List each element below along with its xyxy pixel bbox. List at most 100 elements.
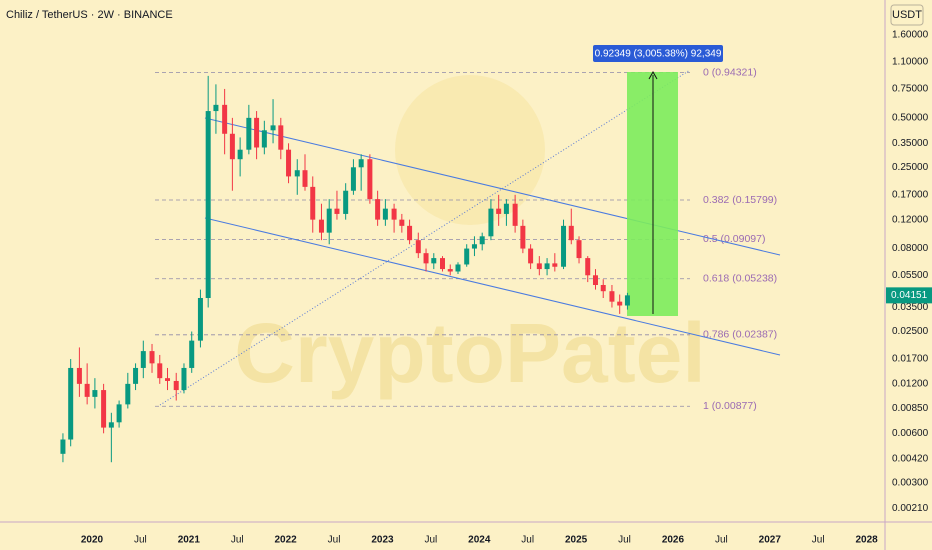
candle-body bbox=[592, 275, 598, 285]
candle-body bbox=[350, 167, 356, 191]
candle-body bbox=[609, 291, 615, 302]
candle-body bbox=[149, 351, 155, 364]
candle-body bbox=[140, 351, 146, 368]
y-tick-label: 0.08000 bbox=[892, 243, 929, 254]
candle-body bbox=[375, 199, 381, 220]
candle-body bbox=[536, 263, 542, 270]
y-tick-label: 0.00300 bbox=[892, 477, 929, 488]
candle-body bbox=[431, 258, 437, 264]
candle-body bbox=[157, 363, 163, 379]
candle-body bbox=[68, 367, 74, 440]
candle-body bbox=[367, 159, 373, 200]
candle-body bbox=[270, 125, 276, 131]
candle-body bbox=[440, 258, 445, 270]
candle-body bbox=[108, 422, 114, 428]
x-tick-label: Jul bbox=[715, 535, 728, 546]
candle-body bbox=[246, 117, 252, 150]
fib-label: 0.618 (0.05238) bbox=[703, 273, 777, 285]
x-tick-label: 2025 bbox=[565, 535, 588, 546]
candle-body bbox=[189, 340, 195, 368]
candle-body bbox=[399, 219, 405, 226]
candle-body bbox=[512, 203, 518, 226]
candle-body bbox=[407, 225, 413, 241]
y-tick-label: 0.50000 bbox=[892, 112, 929, 123]
y-tick-label: 0.05500 bbox=[892, 270, 929, 281]
measure-label-box bbox=[593, 45, 723, 62]
candle-body bbox=[318, 219, 324, 233]
y-tick-label: 0.02500 bbox=[892, 326, 929, 337]
candle-body bbox=[60, 439, 66, 454]
candle-body bbox=[326, 208, 332, 233]
candle-body bbox=[343, 190, 349, 214]
y-tick-label: 0.35000 bbox=[892, 138, 929, 149]
candle-body bbox=[617, 301, 623, 306]
y-tick-label: 0.00850 bbox=[892, 403, 929, 414]
measure-label: 0.92349 (3,005.38%) 92,349 bbox=[595, 49, 722, 60]
x-tick-label: Jul bbox=[618, 535, 631, 546]
candle-body bbox=[310, 186, 316, 220]
candle-body bbox=[302, 170, 308, 187]
candle-body bbox=[213, 104, 219, 112]
measure-arrowhead bbox=[648, 70, 658, 80]
candle-body bbox=[447, 269, 453, 272]
candle-body bbox=[528, 248, 534, 264]
x-tick-label: Jul bbox=[812, 535, 825, 546]
candle-body bbox=[600, 284, 606, 292]
x-tick-label: 2028 bbox=[855, 535, 878, 546]
candle-body bbox=[358, 159, 364, 168]
candle-body bbox=[488, 208, 494, 237]
x-tick-label: 2020 bbox=[81, 535, 104, 546]
trend-line bbox=[159, 69, 691, 406]
y-tick-label: 0.00600 bbox=[892, 428, 929, 439]
x-tick-label: 2027 bbox=[759, 535, 782, 546]
chart-title: Chiliz / TetherUS · 2W · BINANCE bbox=[6, 9, 173, 21]
candle-body bbox=[455, 264, 461, 272]
channel-upper bbox=[204, 117, 781, 256]
x-tick-label: 2023 bbox=[371, 535, 394, 546]
x-tick-label: 2021 bbox=[178, 535, 201, 546]
x-tick-label: Jul bbox=[231, 535, 244, 546]
candle-body bbox=[561, 225, 567, 267]
candle-body bbox=[334, 208, 340, 214]
candle-body bbox=[568, 225, 574, 241]
watermark: CryptoPatel bbox=[234, 306, 705, 400]
candle-body bbox=[261, 130, 267, 148]
candle-body bbox=[503, 203, 509, 214]
channel-lower bbox=[204, 217, 781, 356]
y-tick-label: 0.01200 bbox=[892, 379, 929, 390]
candle-body bbox=[552, 263, 558, 267]
y-tick-label: 0.17000 bbox=[892, 189, 929, 200]
x-tick-label: Jul bbox=[521, 535, 534, 546]
unit-box[interactable] bbox=[890, 4, 924, 26]
y-tick-label: 0.12000 bbox=[892, 214, 929, 225]
last-price-box bbox=[886, 287, 932, 304]
candle-body bbox=[229, 133, 235, 160]
y-tick-label: 0.03500 bbox=[892, 302, 929, 313]
candle-body bbox=[544, 263, 550, 270]
candle-body bbox=[286, 149, 292, 177]
candle-body bbox=[423, 253, 429, 264]
fib-label: 0 (0.94321) bbox=[703, 66, 757, 78]
x-tick-label: 2022 bbox=[275, 535, 298, 546]
candle-body bbox=[125, 383, 131, 405]
y-tick-label: 0.25000 bbox=[892, 162, 929, 173]
x-tick-label: Jul bbox=[424, 535, 437, 546]
candle-body bbox=[133, 367, 139, 384]
candle-body bbox=[116, 404, 122, 423]
y-tick-label: 0.00210 bbox=[892, 503, 929, 514]
candle-body bbox=[464, 248, 470, 265]
x-tick-label: 2026 bbox=[662, 535, 685, 546]
y-tick-label: 0.75000 bbox=[892, 84, 929, 95]
unit-label: USDT bbox=[892, 9, 922, 21]
fib-label: 0.382 (0.15799) bbox=[703, 194, 777, 206]
y-tick-label: 1.60000 bbox=[892, 30, 929, 41]
candle-body bbox=[101, 390, 107, 428]
fib-label: 0.786 (0.02387) bbox=[703, 329, 777, 341]
candle-body bbox=[254, 117, 260, 148]
candle-body bbox=[382, 208, 388, 220]
candle-body bbox=[205, 111, 211, 298]
candle-body bbox=[237, 149, 243, 160]
candle-body bbox=[520, 225, 526, 249]
last-price-label: 0.04151 bbox=[891, 290, 928, 301]
